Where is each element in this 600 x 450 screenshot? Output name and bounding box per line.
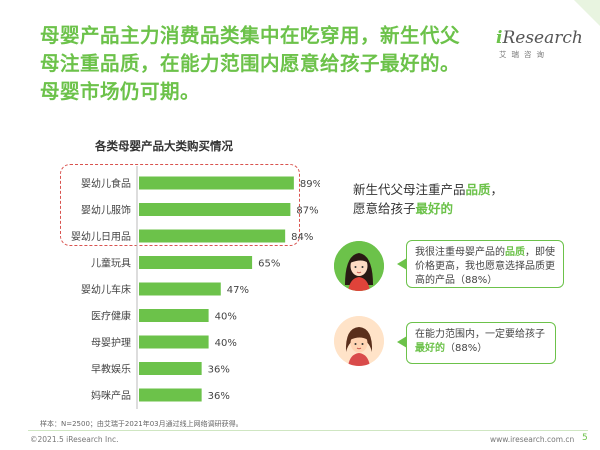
category-label: 婴幼儿日用品 — [71, 230, 131, 243]
value-label: 40% — [215, 312, 237, 323]
value-label: 36% — [208, 365, 230, 376]
male-avatar-icon — [334, 316, 384, 366]
quote-1-tail-text: ，即使价格更高，我也愿意选择品质更高的产品（88%） — [415, 247, 555, 286]
corner-decoration — [574, 0, 600, 26]
website-link[interactable]: www.iresearch.com.cn — [490, 435, 575, 444]
category-label: 母婴护理 — [91, 336, 131, 349]
insight-line-1-emphasis: 品质 — [465, 182, 491, 197]
quote-1-text: 我很注重母婴产品的 — [415, 247, 505, 258]
iresearch-logo: iResearch 艾瑞咨询 — [496, 28, 583, 60]
value-label: 89% — [300, 179, 320, 190]
value-label: 87% — [296, 206, 318, 217]
highlight-box — [60, 164, 300, 246]
value-label: 65% — [258, 259, 280, 270]
bar — [139, 335, 209, 349]
insight-line-1-text: 新生代父母注重产品 — [353, 182, 466, 197]
insight-note: 新生代父母注重产品品质， 愿意给孩子最好的 — [353, 180, 503, 218]
bar — [139, 203, 291, 216]
sample-footnote: 样本：N=2500；由艾瑞于2021年03月通过线上网络调研获得。 — [40, 420, 243, 428]
quote-2-emphasis: 最好的 — [415, 343, 445, 354]
insight-line-2-text: 愿意给孩子 — [353, 201, 416, 216]
chart-title: 各类母婴产品大类购买情况 — [95, 139, 233, 153]
value-label: 47% — [227, 285, 249, 296]
value-label: 36% — [208, 391, 230, 402]
footer-divider — [28, 430, 588, 431]
insight-line-2: 愿意给孩子最好的 — [353, 199, 503, 218]
category-label: 儿童玩具 — [91, 257, 131, 270]
category-label: 妈咪产品 — [91, 389, 131, 402]
bar — [139, 362, 202, 375]
quote-2-tail-text: （88%） — [445, 343, 488, 354]
bar — [139, 256, 253, 269]
quote-bubble-1: 我很注重母婴产品的品质，即使价格更高，我也愿意选择品质更高的产品（88%） — [406, 240, 564, 288]
insight-line-1-punct: ， — [490, 182, 504, 197]
bar — [139, 176, 294, 190]
category-label: 医疗健康 — [91, 310, 131, 323]
bar — [139, 282, 221, 296]
insight-line-1: 新生代父母注重产品品质， — [353, 180, 503, 199]
quote-2-text: 在能力范围内，一定要给孩子 — [415, 329, 545, 340]
logo-subtitle: 艾瑞咨询 — [499, 50, 549, 59]
category-label: 早教娱乐 — [91, 363, 131, 376]
female-avatar-icon — [334, 241, 384, 291]
bar — [139, 388, 202, 402]
category-label: 婴幼儿服饰 — [81, 204, 131, 217]
quote-bubble-2: 在能力范围内，一定要给孩子最好的（88%） — [406, 322, 556, 364]
bar — [139, 229, 286, 243]
quote-1-emphasis: 品质 — [505, 247, 525, 258]
category-label: 婴幼儿车床 — [81, 283, 131, 296]
bubble-tail-2 — [397, 336, 407, 348]
logo-research: Research — [502, 28, 583, 48]
value-label: 84% — [291, 232, 313, 243]
copyright: ©2021.5 iResearch Inc. — [30, 435, 119, 444]
value-label: 40% — [215, 338, 237, 349]
logo-wordmark: iResearch — [496, 28, 583, 48]
category-label: 婴幼儿食品 — [81, 177, 131, 190]
page-headline: 母婴产品主力消费品类集中在吃穿用，新生代父母注重品质，在能力范围内愿意给孩子最好… — [40, 24, 461, 103]
bar-chart: 婴幼儿食品 89% 婴幼儿服饰 87% 婴幼儿日用品 84% 儿童玩具 65% 婴幼儿车床 47%… — [71, 166, 320, 409]
bubble-tail-1 — [397, 258, 407, 270]
insight-line-2-emphasis: 最好的 — [415, 201, 454, 216]
bar — [139, 309, 209, 322]
page-number: 5 — [582, 433, 588, 443]
logo-i: i — [496, 28, 503, 48]
